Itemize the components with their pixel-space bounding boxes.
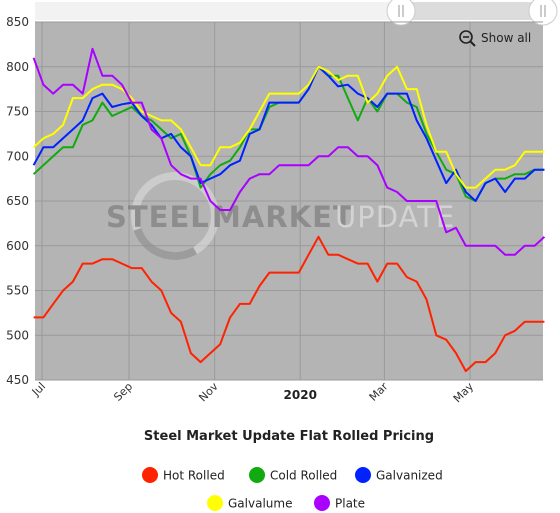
show-all-button[interactable]: Show all [459,30,531,47]
watermark-word-2: MARKET [212,200,354,234]
x-axis-ticks: Jul Sep Nov 2020 Mar May [29,380,477,406]
y-axis-ticks: 450 500 550 600 650 700 750 800 850 [6,15,29,387]
y-tick-label: 750 [6,105,29,119]
y-tick-label: 700 [6,149,29,163]
watermark-word-1: STEEL [106,200,210,234]
legend-label: Galvanized [376,469,443,483]
x-tick-label: Nov [196,380,221,405]
legend: Hot Rolled Cold Rolled Galvanized Galvalume… [142,467,443,511]
legend-marker [207,495,223,511]
navigator-window[interactable] [35,2,401,20]
legend-item-cold-rolled[interactable]: Cold Rolled [249,467,337,483]
series-lines [32,47,546,373]
y-tick-label: 500 [6,328,29,342]
navigator-handle-right[interactable] [528,0,558,26]
zoom-out-icon [459,30,473,44]
legend-marker [355,467,371,483]
watermark-logo: STEEL MARKET UPDATE [106,172,455,260]
legend-marker [314,495,330,511]
x-tick-label: Sep [111,380,135,404]
series-line-galvalume [32,65,545,189]
y-tick-label: 550 [6,284,29,298]
watermark-word-3: UPDATE [335,200,455,234]
x-tick-label: Jul [29,380,48,399]
y-tick-label: 650 [6,194,29,208]
y-tick-label: 600 [6,239,29,253]
legend-label: Hot Rolled [163,469,225,483]
x-tick-label: Mar [367,380,391,404]
y-tick-label: 850 [6,15,29,29]
x-tick-label: May [451,380,477,406]
legend-item-galvanized[interactable]: Galvanized [355,467,443,483]
legend-label: Cold Rolled [270,469,337,483]
legend-item-hot-rolled[interactable]: Hot Rolled [142,467,225,483]
series-line-plate [32,47,546,256]
y-tick-label: 800 [6,60,29,74]
series-line-hot-rolled [33,235,545,373]
x-tick-label: 2020 [284,388,317,402]
legend-marker [142,467,158,483]
legend-item-plate[interactable]: Plate [314,495,365,511]
navigator-handle-left[interactable] [386,0,416,26]
legend-label: Galvalume [228,497,292,511]
legend-marker [249,467,265,483]
legend-label: Plate [335,497,365,511]
chart-title: Steel Market Update Flat Rolled Pricing [144,429,434,444]
show-all-label[interactable]: Show all [481,31,531,45]
y-tick-label: 450 [6,373,29,387]
legend-item-galvalume[interactable]: Galvalume [207,495,292,511]
